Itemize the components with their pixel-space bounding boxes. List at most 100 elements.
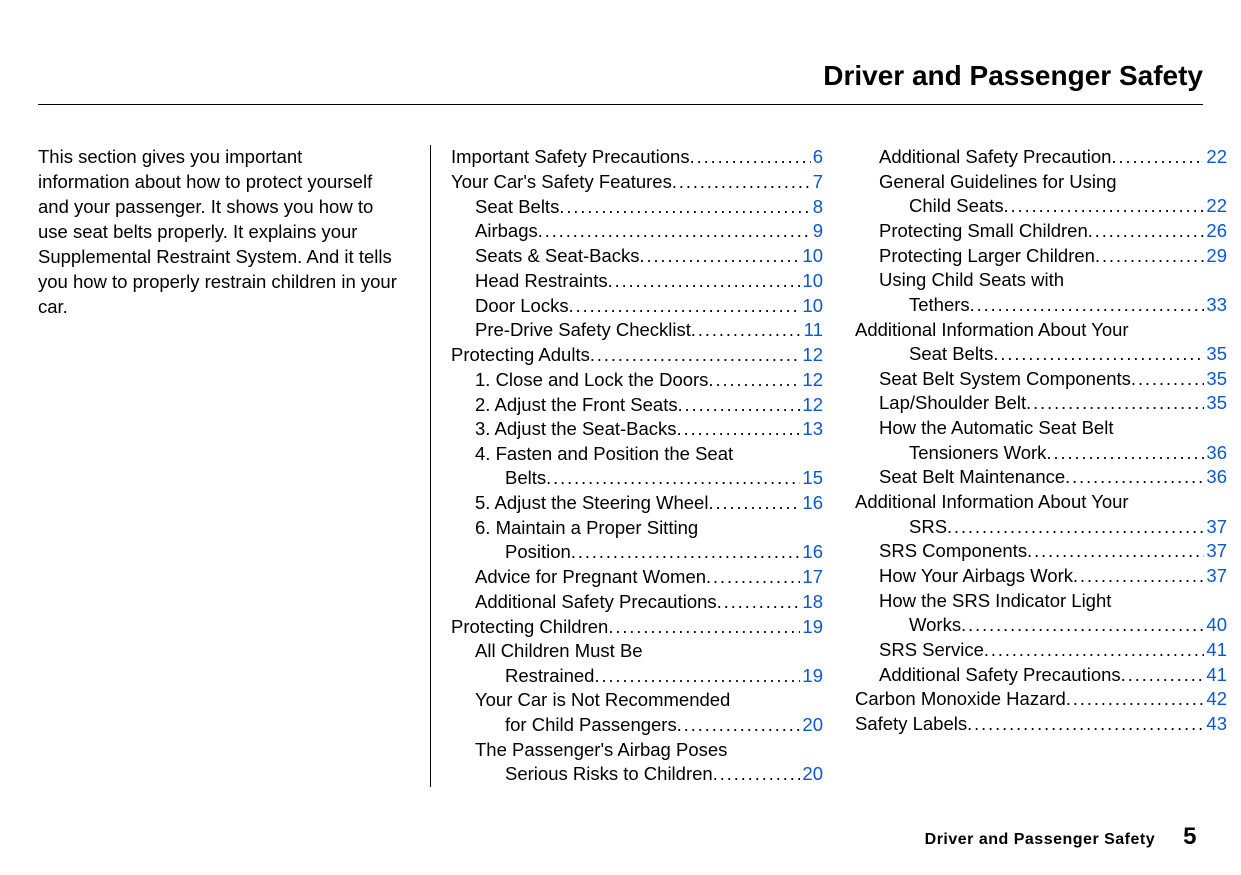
toc-entry[interactable]: Restrained..............................… (451, 664, 823, 689)
toc-dot-leader: ........................................… (970, 294, 1205, 318)
toc-entry[interactable]: Lap/Shoulder Belt.......................… (855, 391, 1227, 416)
toc-entry[interactable]: SRS.....................................… (855, 515, 1227, 540)
toc-page-number[interactable]: 19 (800, 615, 823, 639)
toc-page-number[interactable]: 40 (1204, 613, 1227, 637)
toc-entry-label: Head Restraints (475, 269, 608, 293)
toc-dot-leader: ........................................… (1095, 245, 1204, 269)
toc-page-number[interactable]: 10 (800, 294, 823, 318)
toc-entry[interactable]: Head Restraints.........................… (451, 269, 823, 294)
toc-entry[interactable]: Serious Risks to Children...............… (451, 762, 823, 787)
toc-page-number[interactable]: 35 (1204, 342, 1227, 366)
toc-page-number[interactable]: 7 (811, 170, 823, 194)
toc-entry[interactable]: Additional Safety Precautions...........… (855, 663, 1227, 688)
toc-page-number[interactable]: 35 (1204, 367, 1227, 391)
toc-page-number[interactable]: 36 (1204, 465, 1227, 489)
toc-page-number[interactable]: 16 (800, 540, 823, 564)
toc-page-number[interactable]: 37 (1204, 539, 1227, 563)
toc-entry-label: Additional Safety Precaution (879, 145, 1111, 169)
toc-dot-leader: ........................................… (947, 516, 1204, 540)
toc-page-number[interactable]: 17 (800, 565, 823, 589)
toc-entry[interactable]: Important Safety Precautions ...........… (451, 145, 823, 170)
toc-entry[interactable]: Seat Belts..............................… (855, 342, 1227, 367)
toc-page-number[interactable]: 36 (1204, 441, 1227, 465)
toc-entry-label: How Your Airbags Work (879, 564, 1073, 588)
toc-page-number[interactable]: 20 (800, 762, 823, 786)
toc-entry-label: 6. Maintain a Proper Sitting (475, 516, 698, 540)
toc-entry-label: 4. Fasten and Position the Seat (475, 442, 733, 466)
toc-page-number[interactable]: 10 (800, 269, 823, 293)
toc-entry[interactable]: Belts...................................… (451, 466, 823, 491)
toc-page-number[interactable]: 15 (800, 466, 823, 490)
toc-page-number[interactable]: 19 (800, 664, 823, 688)
toc-page-number[interactable]: 9 (811, 219, 823, 243)
toc-page-number[interactable]: 33 (1204, 293, 1227, 317)
toc-page-number[interactable]: 22 (1204, 194, 1227, 218)
toc-entry[interactable]: Protecting Children.....................… (451, 615, 823, 640)
toc-entry[interactable]: Carbon Monoxide Hazard..................… (855, 687, 1227, 712)
toc-page-number[interactable]: 12 (800, 393, 823, 417)
toc-entry[interactable]: 3. Adjust the Seat-Backs................… (451, 417, 823, 442)
toc-entry[interactable]: How Your Airbags Work...................… (855, 564, 1227, 589)
toc-page-number[interactable]: 16 (800, 491, 823, 515)
toc-entry[interactable]: SRS Service.............................… (855, 638, 1227, 663)
toc-entry-label: Additional Safety Precautions (475, 590, 717, 614)
toc-entry-label: Important Safety Precautions (451, 145, 690, 169)
toc-entry[interactable]: Additional Safety Precautions...........… (451, 590, 823, 615)
toc-entry-label: Carbon Monoxide Hazard (855, 687, 1066, 711)
toc-entry[interactable]: Pre-Drive Safety Checklist..............… (451, 318, 823, 343)
toc-page-number[interactable]: 22 (1204, 145, 1227, 169)
toc-entry[interactable]: Seats & Seat-Backs......................… (451, 244, 823, 269)
toc-entry[interactable]: Child Seats.............................… (855, 194, 1227, 219)
toc-entry[interactable]: 1. Close and Lock the Doors.............… (451, 368, 823, 393)
toc-entry[interactable]: 2. Adjust the Front Seats...............… (451, 393, 823, 418)
toc-page-number[interactable]: 37 (1204, 515, 1227, 539)
toc-entry[interactable]: Door Locks..............................… (451, 294, 823, 319)
toc-entry[interactable]: SRS Components..........................… (855, 539, 1227, 564)
toc-entry[interactable]: Protecting Small Children...............… (855, 219, 1227, 244)
toc-page-number[interactable]: 8 (811, 195, 823, 219)
toc-entry[interactable]: Airbags.................................… (451, 219, 823, 244)
toc-entry[interactable]: Seat Belt Maintenance...................… (855, 465, 1227, 490)
toc-entry[interactable]: Advice for Pregnant Women...............… (451, 565, 823, 590)
toc-entry[interactable]: Safety Labels...........................… (855, 712, 1227, 737)
toc-page-number[interactable]: 35 (1204, 391, 1227, 415)
toc-entry[interactable]: Your Car's Safety Features .............… (451, 170, 823, 195)
toc-page-number[interactable]: 43 (1204, 712, 1227, 736)
toc-entry[interactable]: Protecting Larger Children..............… (855, 244, 1227, 269)
toc-entry[interactable]: Works...................................… (855, 613, 1227, 638)
toc-entry[interactable]: Tethers.................................… (855, 293, 1227, 318)
toc-dot-leader: ........................................… (1073, 565, 1204, 589)
toc-page-number[interactable]: 18 (800, 590, 823, 614)
toc-entry: Your Car is Not Recommended (451, 688, 823, 712)
toc-page-number[interactable]: 42 (1204, 687, 1227, 711)
toc-entry[interactable]: Protecting Adults.......................… (451, 343, 823, 368)
toc-page-number[interactable]: 6 (811, 145, 823, 169)
toc-page-number[interactable]: 41 (1204, 663, 1227, 687)
toc-entry[interactable]: 5. Adjust the Steering Wheel............… (451, 491, 823, 516)
toc-entry[interactable]: Position................................… (451, 540, 823, 565)
toc-page-number[interactable]: 20 (800, 713, 823, 737)
toc-dot-leader: ........................................… (608, 616, 800, 640)
toc-dot-leader: ........................................… (677, 714, 801, 738)
toc-page-number[interactable]: 26 (1204, 219, 1227, 243)
toc-page-number[interactable]: 29 (1204, 244, 1227, 268)
toc-entry[interactable]: for Child Passengers....................… (451, 713, 823, 738)
toc-entry[interactable]: Seat Belt System Components.............… (855, 367, 1227, 392)
toc-page-number[interactable]: 41 (1204, 638, 1227, 662)
toc-page-number[interactable]: 12 (800, 343, 823, 367)
page-title: Driver and Passenger Safety (38, 60, 1203, 105)
toc-entry-label: Restrained (505, 664, 594, 688)
toc-dot-leader: ........................................… (677, 418, 801, 442)
toc-entry-label: Tethers (909, 293, 970, 317)
toc-entry[interactable]: Tensioners Work.........................… (855, 441, 1227, 466)
toc-page-number[interactable]: 12 (800, 368, 823, 392)
toc-page-number[interactable]: 37 (1204, 564, 1227, 588)
toc-dot-leader: ........................................… (1026, 392, 1204, 416)
toc-entry[interactable]: Additional Safety Precaution............… (855, 145, 1227, 170)
toc-dot-leader: ........................................… (993, 343, 1204, 367)
toc-page-number[interactable]: 10 (800, 244, 823, 268)
toc-page-number[interactable]: 11 (802, 318, 823, 342)
toc-entry-label: 2. Adjust the Front Seats (475, 393, 678, 417)
toc-entry[interactable]: Seat Belts..............................… (451, 195, 823, 220)
toc-page-number[interactable]: 13 (800, 417, 823, 441)
